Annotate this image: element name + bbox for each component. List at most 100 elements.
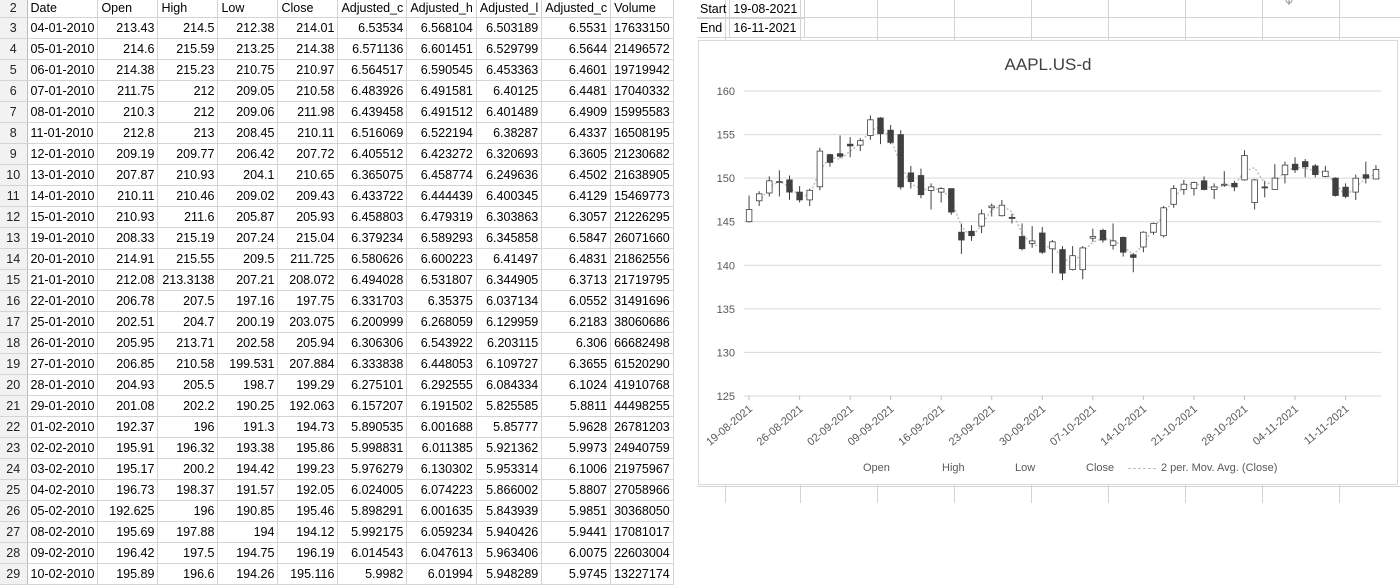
cell-adjusted-low[interactable]: 6.084334 <box>476 374 543 396</box>
cell-open[interactable]: 195.17 <box>97 458 159 480</box>
cell-high[interactable]: 213.3138 <box>157 269 219 291</box>
cell-high[interactable]: 214.5 <box>157 17 219 39</box>
cell-adjusted-close[interactable]: 6.024005 <box>337 479 408 501</box>
cell-close[interactable]: 192.05 <box>277 479 339 501</box>
cell-volume[interactable]: 17081017 <box>610 521 674 543</box>
cell-date[interactable]: 28-01-2010 <box>27 374 99 396</box>
cell-adjusted-close-2[interactable]: 6.5531 <box>541 17 612 39</box>
cell-volume[interactable]: 26071660 <box>610 227 674 249</box>
row-number[interactable]: 27 <box>0 521 28 543</box>
cell-volume[interactable]: 26781203 <box>610 416 674 438</box>
cell-adjusted-close-2[interactable]: 6.4337 <box>541 122 612 144</box>
cell-date[interactable]: 27-01-2010 <box>27 353 99 375</box>
cell-low[interactable]: 193.38 <box>217 437 279 459</box>
cell-close[interactable]: 195.46 <box>277 500 339 522</box>
cell-low[interactable]: 199.531 <box>217 353 279 375</box>
cell-adjusted-close-2[interactable]: 6.3057 <box>541 206 612 228</box>
row-number[interactable]: 9 <box>0 143 28 165</box>
cell-date[interactable]: 25-01-2010 <box>27 311 99 333</box>
cell-adjusted-high[interactable]: 6.590545 <box>406 59 477 81</box>
cell-adjusted-close[interactable]: 6.516069 <box>337 122 408 144</box>
cell-adjusted-close[interactable]: 6.439458 <box>337 101 408 123</box>
cell-adjusted-close[interactable]: 6.53534 <box>337 17 408 39</box>
cell-adjusted-low[interactable]: 5.948289 <box>476 563 543 585</box>
cell-adjusted-high[interactable]: 6.531807 <box>406 269 477 291</box>
cell-high[interactable]: 215.55 <box>157 248 219 270</box>
cell-low[interactable]: 206.42 <box>217 143 279 165</box>
cell-adjusted-high[interactable]: 6.458774 <box>406 164 477 186</box>
row-number[interactable]: 6 <box>0 80 28 102</box>
cell-open[interactable]: 210.3 <box>97 101 159 123</box>
start-label[interactable]: Start <box>697 0 731 19</box>
cell-open[interactable]: 208.33 <box>97 227 159 249</box>
cell-low[interactable]: 191.3 <box>217 416 279 438</box>
cell-adjusted-low[interactable]: 6.303863 <box>476 206 543 228</box>
cell-volume[interactable]: 22603004 <box>610 542 674 564</box>
cell-low[interactable]: 209.02 <box>217 185 279 207</box>
cell-low[interactable]: 207.24 <box>217 227 279 249</box>
cell-open[interactable]: 195.91 <box>97 437 159 459</box>
cell-open[interactable]: 202.51 <box>97 311 159 333</box>
cell-low[interactable]: 209.06 <box>217 101 279 123</box>
cell-close[interactable]: 199.29 <box>277 374 339 396</box>
cell-high[interactable]: 197.88 <box>157 521 219 543</box>
cell-close[interactable]: 211.98 <box>277 101 339 123</box>
cell-close[interactable]: 215.04 <box>277 227 339 249</box>
cell-volume[interactable]: 30368050 <box>610 500 674 522</box>
cell-adjusted-close[interactable]: 6.405512 <box>337 143 408 165</box>
cell-volume[interactable]: 41910768 <box>610 374 674 396</box>
cell-adjusted-close[interactable]: 6.433722 <box>337 185 408 207</box>
cell-date[interactable]: 29-01-2010 <box>27 395 99 417</box>
cell-adjusted-high[interactable]: 6.568104 <box>406 17 477 39</box>
cell-date[interactable]: 04-02-2010 <box>27 479 99 501</box>
cell-adjusted-close[interactable]: 5.9982 <box>337 563 408 585</box>
row-number[interactable]: 21 <box>0 395 28 417</box>
cell-open[interactable]: 209.19 <box>97 143 159 165</box>
cell-high[interactable]: 205.5 <box>157 374 219 396</box>
cell-adjusted-high[interactable]: 6.191502 <box>406 395 477 417</box>
candlestick-chart[interactable]: AAPL.US-d 160 155 150 145 140 135 130 125 19-08-… <box>698 40 1398 485</box>
cell-high[interactable]: 209.77 <box>157 143 219 165</box>
cell-open[interactable]: 196.73 <box>97 479 159 501</box>
cell-low[interactable]: 209.5 <box>217 248 279 270</box>
cell-close[interactable]: 194.73 <box>277 416 339 438</box>
cell-volume[interactable]: 17040332 <box>610 80 674 102</box>
cell-adjusted-high[interactable]: 6.448053 <box>406 353 477 375</box>
cell-adjusted-close[interactable]: 5.992175 <box>337 521 408 543</box>
cell-open[interactable]: 196.42 <box>97 542 159 564</box>
cell-date[interactable]: 01-02-2010 <box>27 416 99 438</box>
cell-volume[interactable]: 27058966 <box>610 479 674 501</box>
cell-adjusted-high[interactable]: 6.001635 <box>406 500 477 522</box>
cell-date[interactable]: 13-01-2010 <box>27 164 99 186</box>
cell-high[interactable]: 215.23 <box>157 59 219 81</box>
row-number[interactable]: 10 <box>0 164 28 186</box>
cell-high[interactable]: 202.2 <box>157 395 219 417</box>
cell-high[interactable]: 196 <box>157 416 219 438</box>
cell-close[interactable]: 207.884 <box>277 353 339 375</box>
cell-close[interactable]: 196.19 <box>277 542 339 564</box>
cell-adjusted-low[interactable]: 6.40125 <box>476 80 543 102</box>
cell-adjusted-close[interactable]: 6.306306 <box>337 332 408 354</box>
cell-close[interactable]: 211.725 <box>277 248 339 270</box>
cell-adjusted-high[interactable]: 6.444439 <box>406 185 477 207</box>
cell-high[interactable]: 210.46 <box>157 185 219 207</box>
cell-open[interactable]: 211.75 <box>97 80 159 102</box>
cell-adjusted-low[interactable]: 5.85777 <box>476 416 543 438</box>
cell-date[interactable]: 15-01-2010 <box>27 206 99 228</box>
cell-open[interactable]: 201.08 <box>97 395 159 417</box>
cell-high[interactable]: 212 <box>157 101 219 123</box>
cell-date[interactable]: 22-01-2010 <box>27 290 99 312</box>
row-number[interactable]: 4 <box>0 38 28 60</box>
cell-close[interactable]: 203.075 <box>277 311 339 333</box>
cell-volume[interactable]: 31491696 <box>610 290 674 312</box>
cell-date[interactable]: 20-01-2010 <box>27 248 99 270</box>
cell-close[interactable]: 205.94 <box>277 332 339 354</box>
cell-adjusted-close[interactable]: 6.458803 <box>337 206 408 228</box>
row-number[interactable]: 18 <box>0 332 28 354</box>
cell-adjusted-close[interactable]: 6.275101 <box>337 374 408 396</box>
cell-volume[interactable]: 21496572 <box>610 38 674 60</box>
cell-volume[interactable]: 19719942 <box>610 59 674 81</box>
row-number[interactable]: 19 <box>0 353 28 375</box>
cell-date[interactable]: 21-01-2010 <box>27 269 99 291</box>
column-header-close[interactable]: Close <box>277 0 339 18</box>
